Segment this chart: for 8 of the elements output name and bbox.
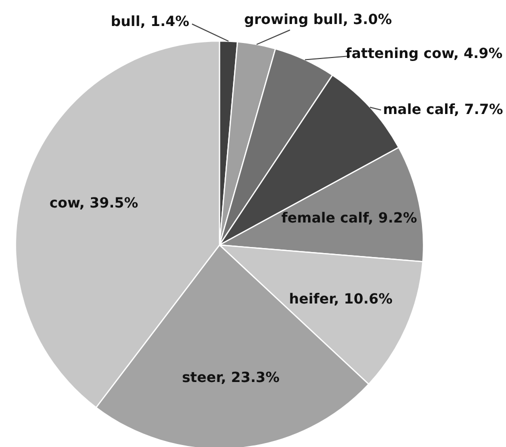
slice-label: steer, 23.3%	[182, 370, 280, 386]
slice-label: heifer, 10.6%	[289, 292, 393, 308]
slice-label: bull, 1.4%	[110, 14, 190, 30]
slice-label: male calf, 7.7%	[382, 102, 504, 118]
slice-label: growing bull, 3.0%	[244, 12, 392, 28]
slice-label: fattening cow, 4.9%	[345, 46, 503, 62]
slice-label: female calf, 9.2%	[281, 210, 418, 227]
slice-label: cow, 39.5%	[49, 196, 138, 212]
